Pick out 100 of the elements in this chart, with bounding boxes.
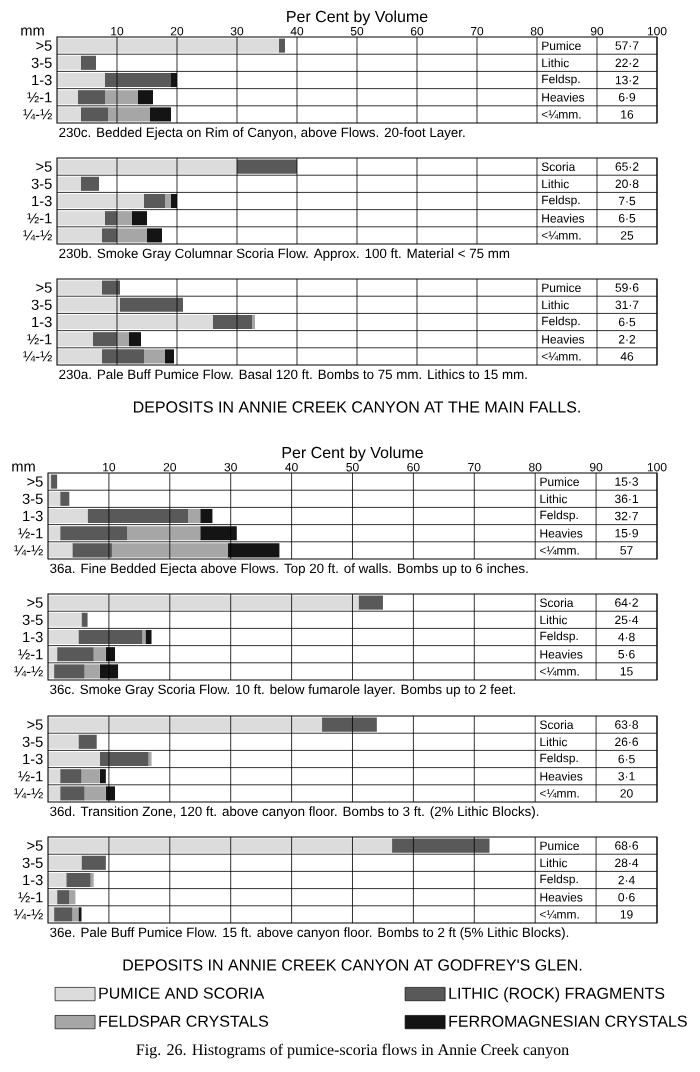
annotation: Heavies bbox=[540, 649, 583, 659]
y-tick-label: ½-1 bbox=[18, 649, 43, 660]
annotation: Feldsp. bbox=[542, 316, 580, 328]
y-tick-label: 1-3 bbox=[23, 510, 43, 522]
annotation: 25 bbox=[620, 231, 634, 240]
y-tick-label: 3-5 bbox=[22, 857, 43, 868]
text: DEPOSITS IN ANNIE CREEK CANYON AT GODFREY'S GLEN. bbox=[123, 959, 582, 971]
caption: Fig. 26. Histograms of pumice-scoria flows in Annie Creek canyon bbox=[136, 1043, 569, 1059]
y-tick-label: ½-1 bbox=[18, 528, 43, 539]
bar bbox=[48, 612, 82, 627]
x-tick-label: 90 bbox=[590, 26, 604, 36]
bar bbox=[144, 193, 165, 209]
x-axis-title: Per Cent by Volume bbox=[282, 446, 423, 462]
bar bbox=[392, 838, 490, 853]
y-tick-label: ¼-½ bbox=[14, 666, 43, 677]
bar bbox=[72, 543, 112, 558]
bar bbox=[81, 55, 96, 70]
annotation: 19 bbox=[620, 910, 633, 919]
bar bbox=[102, 349, 144, 364]
annotation: 20 bbox=[620, 789, 633, 798]
bar bbox=[78, 90, 105, 105]
bar bbox=[93, 647, 106, 662]
bar bbox=[165, 193, 171, 209]
bar bbox=[148, 751, 152, 767]
annotation: Lithic bbox=[542, 179, 569, 189]
legend-label: LITHIC (ROCK) FRAGMENTS bbox=[449, 987, 665, 1003]
annotation: Feldsp. bbox=[540, 874, 578, 886]
x-tick-label: 50 bbox=[350, 26, 364, 36]
bar bbox=[105, 72, 171, 88]
annotation: 7·5 bbox=[618, 196, 636, 206]
bar bbox=[57, 90, 78, 105]
annotation: Lithic bbox=[542, 300, 569, 310]
annotation: Lithic bbox=[540, 737, 568, 747]
y-tick-label: 1-3 bbox=[32, 195, 52, 207]
bar bbox=[78, 734, 97, 749]
bar bbox=[60, 526, 128, 541]
annotation: Heavies bbox=[542, 334, 585, 344]
y-tick-label: ½-1 bbox=[27, 213, 52, 224]
y-tick-label: 1-3 bbox=[23, 874, 43, 886]
bar bbox=[252, 314, 255, 330]
y-tick-label: 3-5 bbox=[22, 614, 43, 625]
annotation: 31·7 bbox=[615, 300, 639, 310]
legend-label: FERROMAGNESIAN CRYSTALS bbox=[449, 1015, 687, 1027]
bar bbox=[111, 543, 228, 558]
annotation: Pumice bbox=[542, 283, 581, 293]
x-tick-label: 80 bbox=[529, 462, 542, 472]
annotation: <¼mm. bbox=[541, 231, 581, 240]
annotation: 15·3 bbox=[615, 477, 639, 486]
bar bbox=[57, 211, 105, 226]
annotation: 57·7 bbox=[615, 41, 639, 50]
x-tick-label: 20 bbox=[170, 26, 184, 36]
y-tick-label: >5 bbox=[36, 282, 52, 293]
bar bbox=[358, 595, 383, 610]
bar bbox=[117, 332, 129, 347]
bar bbox=[132, 211, 147, 226]
y-axis-title: mm bbox=[21, 27, 44, 36]
annotation: 13·2 bbox=[615, 75, 639, 85]
y-tick-label: ½-1 bbox=[27, 92, 52, 103]
bar bbox=[105, 211, 117, 226]
bar bbox=[48, 543, 73, 558]
annotation: Feldsp. bbox=[542, 195, 580, 207]
y-tick-label: 1-3 bbox=[32, 74, 52, 86]
x-tick-label: 10 bbox=[111, 26, 124, 36]
bar bbox=[69, 890, 76, 905]
bar bbox=[322, 717, 377, 732]
bar bbox=[165, 349, 174, 364]
bar bbox=[60, 491, 70, 506]
bar bbox=[60, 769, 82, 784]
annotation: 2·2 bbox=[618, 335, 636, 344]
bar bbox=[57, 647, 94, 662]
y-tick-label: 3-5 bbox=[31, 57, 52, 69]
text: 36d. Transition Zone, 120 ft. above canyon floor. Bombs to 3 ft. (2% Lithic Blocks). bbox=[50, 806, 539, 819]
x-tick-label: 70 bbox=[470, 26, 484, 36]
y-tick-label: 1-3 bbox=[32, 316, 52, 328]
annotation: 63·8 bbox=[615, 720, 639, 729]
x-axis-title: Per Cent by Volume bbox=[287, 10, 428, 26]
bar bbox=[57, 176, 81, 191]
annotation: Heavies bbox=[542, 213, 585, 223]
bar bbox=[144, 349, 165, 364]
bar bbox=[48, 786, 61, 801]
bar bbox=[117, 228, 147, 243]
y-tick-label: ¼-½ bbox=[23, 230, 52, 241]
x-tick-label: 50 bbox=[346, 462, 359, 472]
bar bbox=[57, 159, 237, 174]
bar bbox=[81, 612, 88, 627]
bar bbox=[213, 314, 252, 330]
text: 36c. Smoke Gray Scoria Flow. 10 ft. below fumarole layer. Bombs up to 2 feet. bbox=[50, 684, 515, 697]
annotation: 28·4 bbox=[615, 858, 639, 868]
bar bbox=[99, 751, 149, 767]
annotation: 15 bbox=[620, 667, 633, 676]
bar bbox=[48, 734, 79, 749]
bar bbox=[54, 664, 85, 679]
bar bbox=[188, 508, 201, 524]
annotation: Lithic bbox=[542, 58, 569, 68]
bar bbox=[57, 280, 102, 295]
bar bbox=[48, 769, 61, 784]
y-tick-label: 1-3 bbox=[23, 753, 43, 765]
bar bbox=[48, 855, 82, 870]
legend-label: PUMICE AND SCORIA bbox=[99, 987, 265, 999]
bar bbox=[60, 786, 85, 801]
